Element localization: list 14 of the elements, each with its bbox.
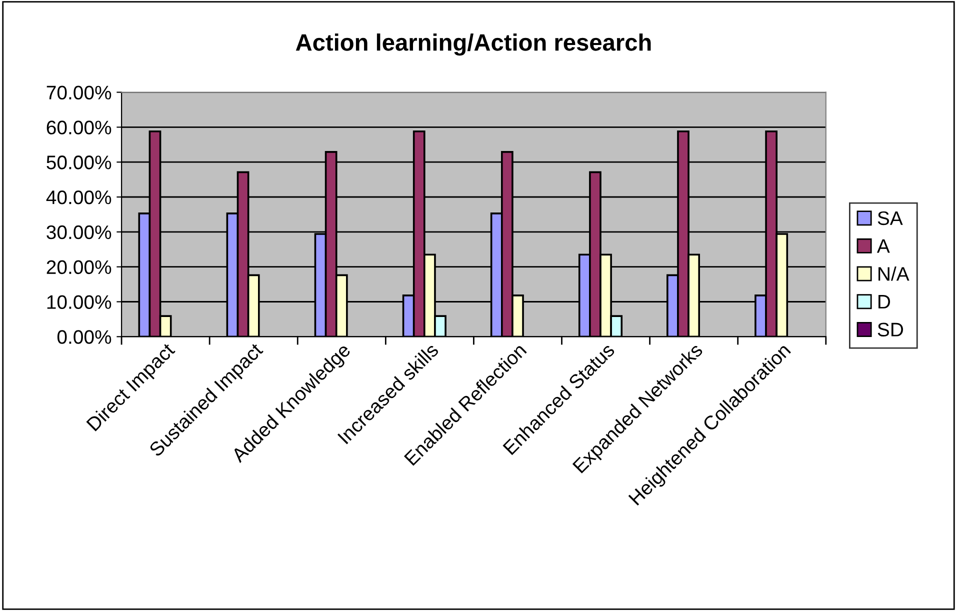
y-tick-label: 20.00% <box>46 260 112 274</box>
chart-title: Action learning/Action research <box>296 33 651 56</box>
legend-label: D <box>878 295 890 308</box>
y-tick-label: 70.00% <box>46 86 112 100</box>
y-tick-label: 0.00% <box>57 330 112 344</box>
legend-label: SD <box>878 322 904 336</box>
y-tick-label: 10.00% <box>47 295 112 309</box>
y-tick-label: 30.00% <box>46 225 112 240</box>
legend-label: SA <box>878 211 903 226</box>
y-tick-label: 40.00% <box>46 190 112 204</box>
legend-label: N/A <box>878 266 910 281</box>
y-tick-label: 50.00% <box>46 156 112 170</box>
y-tick-label: 60.00% <box>46 120 112 134</box>
legend-label: A <box>876 239 890 253</box>
